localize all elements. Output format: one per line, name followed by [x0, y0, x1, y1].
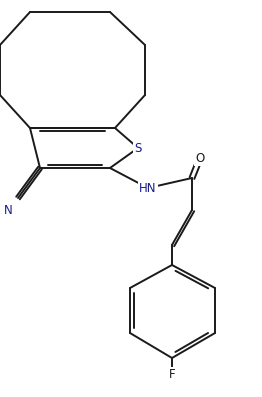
Text: F: F: [169, 368, 175, 382]
Text: HN: HN: [139, 181, 157, 195]
Text: N: N: [4, 204, 12, 216]
Text: O: O: [195, 152, 205, 164]
Text: S: S: [134, 141, 142, 154]
